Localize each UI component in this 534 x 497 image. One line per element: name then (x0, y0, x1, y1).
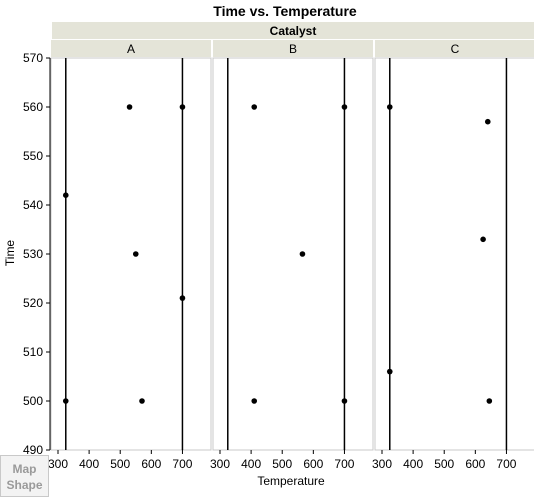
panel-a: A (50, 40, 212, 451)
data-point (62, 192, 69, 198)
x-tick-label: 700 (496, 457, 516, 471)
x-tick-label: 400 (241, 457, 261, 471)
data-point (132, 251, 139, 257)
group-header-background (52, 22, 534, 39)
data-point (126, 104, 133, 110)
data-point (386, 104, 393, 110)
data-point (386, 368, 393, 375)
panel-header-label: A (127, 42, 135, 56)
data-point (486, 398, 493, 404)
y-tick-label: 520 (23, 296, 43, 310)
y-axis: 490 500 510 520 530 540 550 560 570 (23, 51, 51, 457)
data-point (299, 251, 306, 257)
panel-c: C (374, 40, 534, 451)
y-axis-label: Time (3, 240, 17, 267)
y-tick-label: 510 (23, 345, 43, 359)
x-tick-label: 300 (372, 457, 392, 471)
panel-header-background (51, 40, 211, 57)
group-header-label: Catalyst (270, 24, 317, 38)
map-shape-label-line2: Shape (6, 478, 43, 492)
data-point (62, 398, 69, 404)
y-tick-label: 500 (23, 394, 43, 408)
y-tick-label: 540 (23, 198, 43, 212)
panel-header-label: B (289, 42, 297, 56)
panel-frame (50, 57, 212, 451)
data-point (341, 398, 348, 404)
x-tick-label: 700 (334, 457, 354, 471)
y-tick-label: 550 (23, 149, 43, 163)
data-point (341, 104, 348, 110)
data-point (179, 104, 186, 110)
x-tick-label: 400 (79, 457, 99, 471)
map-shape-label-line1: Map (12, 462, 37, 476)
data-point (484, 118, 491, 125)
panel-frame (212, 57, 374, 451)
chart-title: Time vs. Temperature (213, 3, 357, 19)
x-axis-label: Temperature (257, 474, 325, 488)
y-tick-label: 530 (23, 247, 43, 261)
data-point (179, 295, 186, 301)
data-point (139, 398, 145, 404)
x-tick-label: 500 (272, 457, 292, 471)
x-axis: 300 400 500 600 700 300 400 500 600 700 300 400 500 6… (48, 450, 517, 471)
panels-layer: A B C (50, 40, 534, 451)
data-point (251, 104, 258, 110)
x-tick-label: 300 (48, 457, 68, 471)
panel-frame (374, 57, 534, 451)
x-tick-label: 300 (210, 457, 230, 471)
map-shape-button[interactable]: Map Shape (0, 455, 49, 497)
y-tick-label: 570 (23, 51, 43, 65)
x-tick-label: 600 (141, 457, 161, 471)
x-tick-label: 600 (465, 457, 485, 471)
panel-header-background (213, 40, 373, 57)
panel-header-label: C (451, 42, 460, 56)
data-point (480, 236, 486, 243)
data-point (251, 398, 258, 404)
panel-header-background (375, 40, 534, 57)
panel-b: B (212, 40, 374, 451)
y-tick-label: 560 (23, 100, 43, 114)
y-tick-label: 490 (23, 443, 43, 457)
x-tick-label: 600 (303, 457, 323, 471)
x-tick-label: 500 (434, 457, 454, 471)
x-tick-label: 700 (172, 457, 192, 471)
x-tick-label: 500 (110, 457, 130, 471)
x-tick-label: 400 (403, 457, 423, 471)
